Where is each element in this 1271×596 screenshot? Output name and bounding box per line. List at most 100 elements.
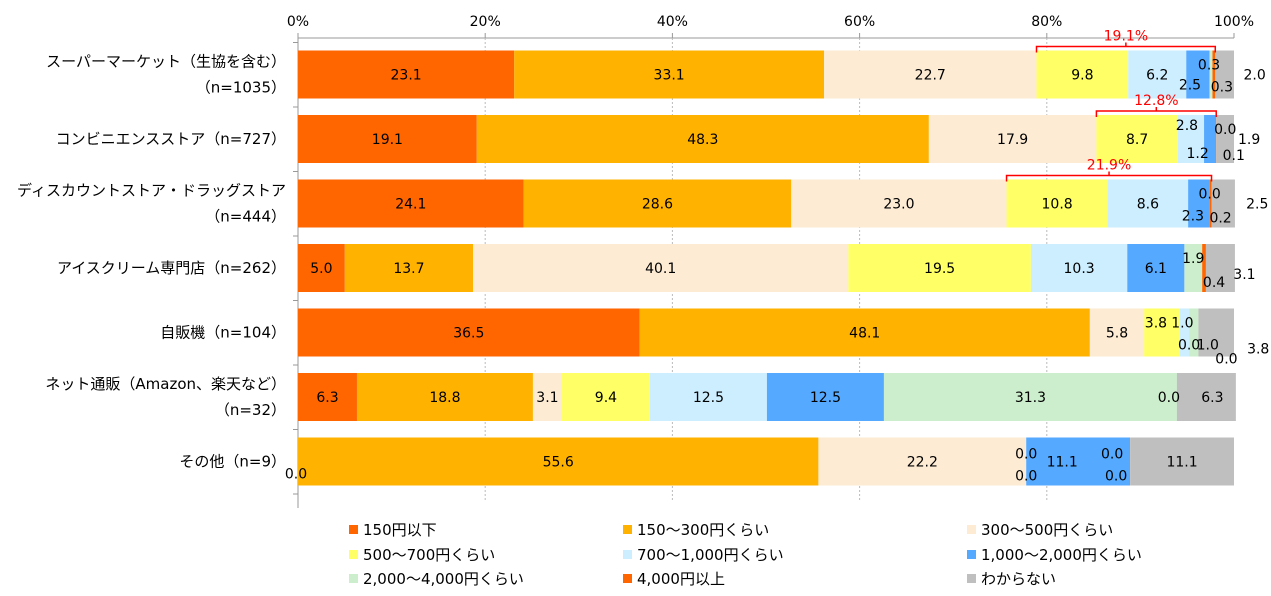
bar-segment [1026, 437, 1131, 486]
bar-segment [1184, 244, 1203, 292]
bar-segment [649, 373, 767, 421]
bar-segment [1202, 244, 1206, 292]
legend-label: 150円以下 [363, 521, 437, 539]
bar-value-label: 0.0 [1215, 352, 1237, 368]
bar-value-label: 0.0 [1158, 390, 1180, 406]
bar-value-label: 9.4 [595, 390, 617, 406]
bar-value-label: 17.9 [997, 132, 1028, 148]
x-tick-label: 100% [1214, 14, 1254, 30]
legend: 150円以下 150〜300円くらい 300〜500円くらい 500〜700円くらい 7… [349, 521, 1142, 588]
bar-segment [298, 308, 640, 357]
bar-value-label: 22.2 [907, 455, 938, 471]
bar-segment [1128, 50, 1187, 99]
bar-value-label: 31.3 [1015, 390, 1046, 406]
bar-segment [1209, 179, 1212, 228]
legend-label: 700〜1,000円くらい [637, 546, 784, 564]
bar-value-label: 48.1 [849, 326, 880, 342]
bar-segment [476, 115, 929, 163]
bar-value-label: 36.5 [453, 326, 484, 342]
bar-segment [1096, 115, 1178, 163]
bar-value-label: 13.7 [393, 261, 424, 277]
bar-segment [514, 50, 825, 99]
x-tick-label: 80% [1031, 14, 1062, 30]
bar-value-label: 18.8 [429, 390, 460, 406]
bar-value-label: 0.4 [1203, 275, 1225, 291]
bar-segment [1036, 50, 1129, 99]
bar-value-label: 0.3 [1198, 58, 1220, 74]
bar-value-label: 0.0 [1199, 187, 1221, 203]
bar-segment [298, 179, 524, 228]
bar-segment [344, 244, 474, 292]
bar-segment [1204, 115, 1216, 163]
bar-segment [523, 179, 792, 228]
bar-segment [298, 437, 819, 486]
bar-segment [1186, 50, 1210, 99]
category-label: コンビニエンスストア（n=727） [56, 130, 286, 148]
bar-segment [561, 373, 650, 421]
legend-swatch [967, 574, 976, 583]
x-tick-labels: 0% 20% 40% 60% 80% 100% [287, 14, 1254, 30]
category-label: （n=444） [205, 208, 286, 226]
bar-segment [298, 244, 345, 292]
category-labels: スーパーマーケット（生協を含む） （n=1035） コンビニエンスストア（n=727… [17, 53, 286, 471]
bar-segment [532, 373, 562, 421]
bar-segment [356, 373, 533, 421]
bar-segment [1215, 115, 1217, 163]
bar-segment [1030, 244, 1128, 292]
legend-swatch [967, 550, 976, 559]
category-label: アイスクリーム専門店（n=262） [57, 259, 286, 277]
bar-value-label: 1.0 [1171, 316, 1193, 332]
category-label: （n=1035） [196, 79, 286, 97]
x-tick-label: 0% [287, 14, 309, 30]
bar-segment [298, 115, 477, 163]
legend-label: 1,000〜2,000円くらい [981, 546, 1142, 564]
bar-value-label: 3.1 [536, 390, 558, 406]
legend-label: わからない [981, 570, 1056, 588]
bar-value-label: 11.1 [1047, 455, 1078, 471]
bar-value-label: 0.0 [1101, 447, 1123, 463]
bar-value-label: 2.8 [1176, 118, 1198, 134]
bar-value-label: 40.1 [645, 261, 676, 277]
bar-value-label: 22.7 [915, 68, 946, 84]
annotation-label: 21.9% [1087, 158, 1131, 174]
bar-segment [766, 373, 884, 421]
bar-segment [1215, 50, 1234, 99]
bar-segment [298, 373, 357, 421]
legend-label: 500〜700円くらい [363, 546, 495, 564]
bar-value-label: 48.3 [687, 132, 718, 148]
bar-value-label: 23.0 [883, 197, 914, 213]
bar-segment [1179, 308, 1190, 357]
legend-swatch [349, 550, 358, 559]
x-tick-label: 60% [844, 14, 875, 30]
bar-value-label: 2.0 [1244, 68, 1266, 84]
x-tick-label: 40% [657, 14, 688, 30]
bar-segment [1144, 308, 1180, 357]
bar-value-label: 0.0 [285, 467, 307, 483]
bar-value-label: 24.1 [395, 197, 426, 213]
category-label: ネット通販（Amazon、楽天など） [45, 375, 286, 393]
bar-segment [791, 179, 1007, 228]
bar-segment [1216, 115, 1234, 163]
bar-segment [1212, 50, 1216, 99]
bar-value-label: 10.8 [1042, 197, 1073, 213]
bar-value-label: 5.0 [310, 261, 332, 277]
bar-value-label: 6.1 [1145, 261, 1167, 277]
bar-value-label: 23.1 [391, 68, 422, 84]
legend-swatch [623, 550, 632, 559]
bar-segment [1198, 308, 1234, 357]
bar-segment [928, 115, 1097, 163]
category-label: スーパーマーケット（生協を含む） [46, 53, 286, 71]
bar-segment [1177, 115, 1205, 163]
bar-segment [1089, 308, 1145, 357]
bar-value-label: 12.5 [693, 390, 724, 406]
bar-segment [1205, 244, 1235, 292]
bar-value-labels: 23.1 33.1 22.7 9.8 6.2 2.5 0.3 0.3 2.0 19.1 48.3 17… [285, 58, 1269, 485]
bar-value-label: 2.5 [1246, 197, 1268, 213]
bar-value-label: 2.5 [1179, 78, 1201, 94]
legend-swatch [349, 525, 358, 534]
legend-swatch [967, 525, 976, 534]
legend-label: 150〜300円くらい [637, 521, 769, 539]
bar-segment [1107, 179, 1189, 228]
bar-value-label: 28.6 [642, 197, 673, 213]
